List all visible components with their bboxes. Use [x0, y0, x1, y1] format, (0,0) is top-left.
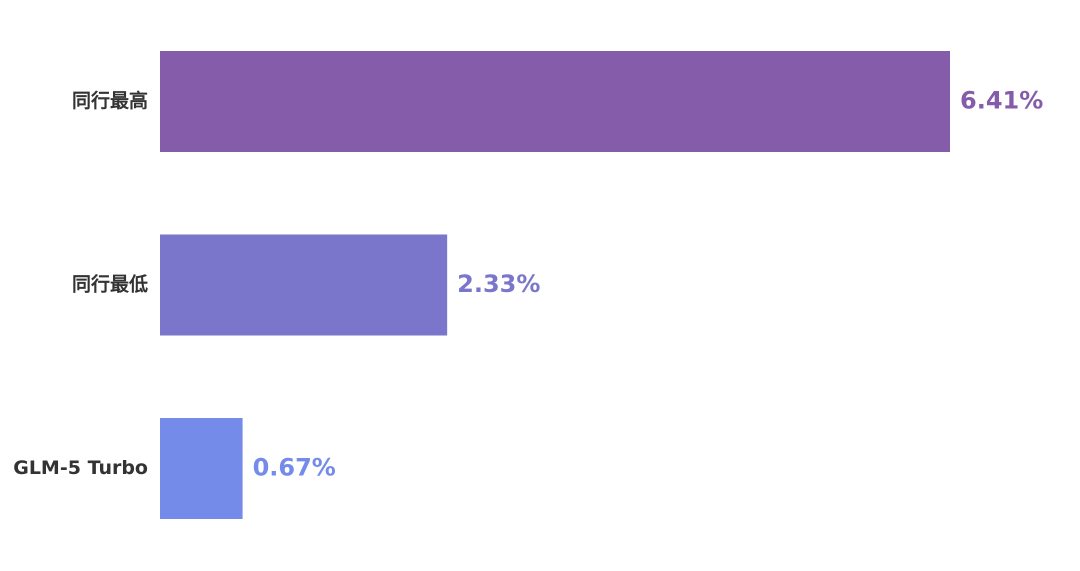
category-label: 同行最高	[72, 89, 148, 112]
bar	[160, 51, 950, 152]
value-label: 0.67%	[253, 454, 336, 482]
category-label: GLM-5 Turbo	[13, 457, 148, 479]
category-label: 同行最低	[72, 273, 148, 296]
bar	[160, 234, 448, 336]
value-label: 2.33%	[457, 270, 540, 298]
bar	[160, 418, 243, 519]
value-label: 6.41%	[960, 87, 1043, 115]
